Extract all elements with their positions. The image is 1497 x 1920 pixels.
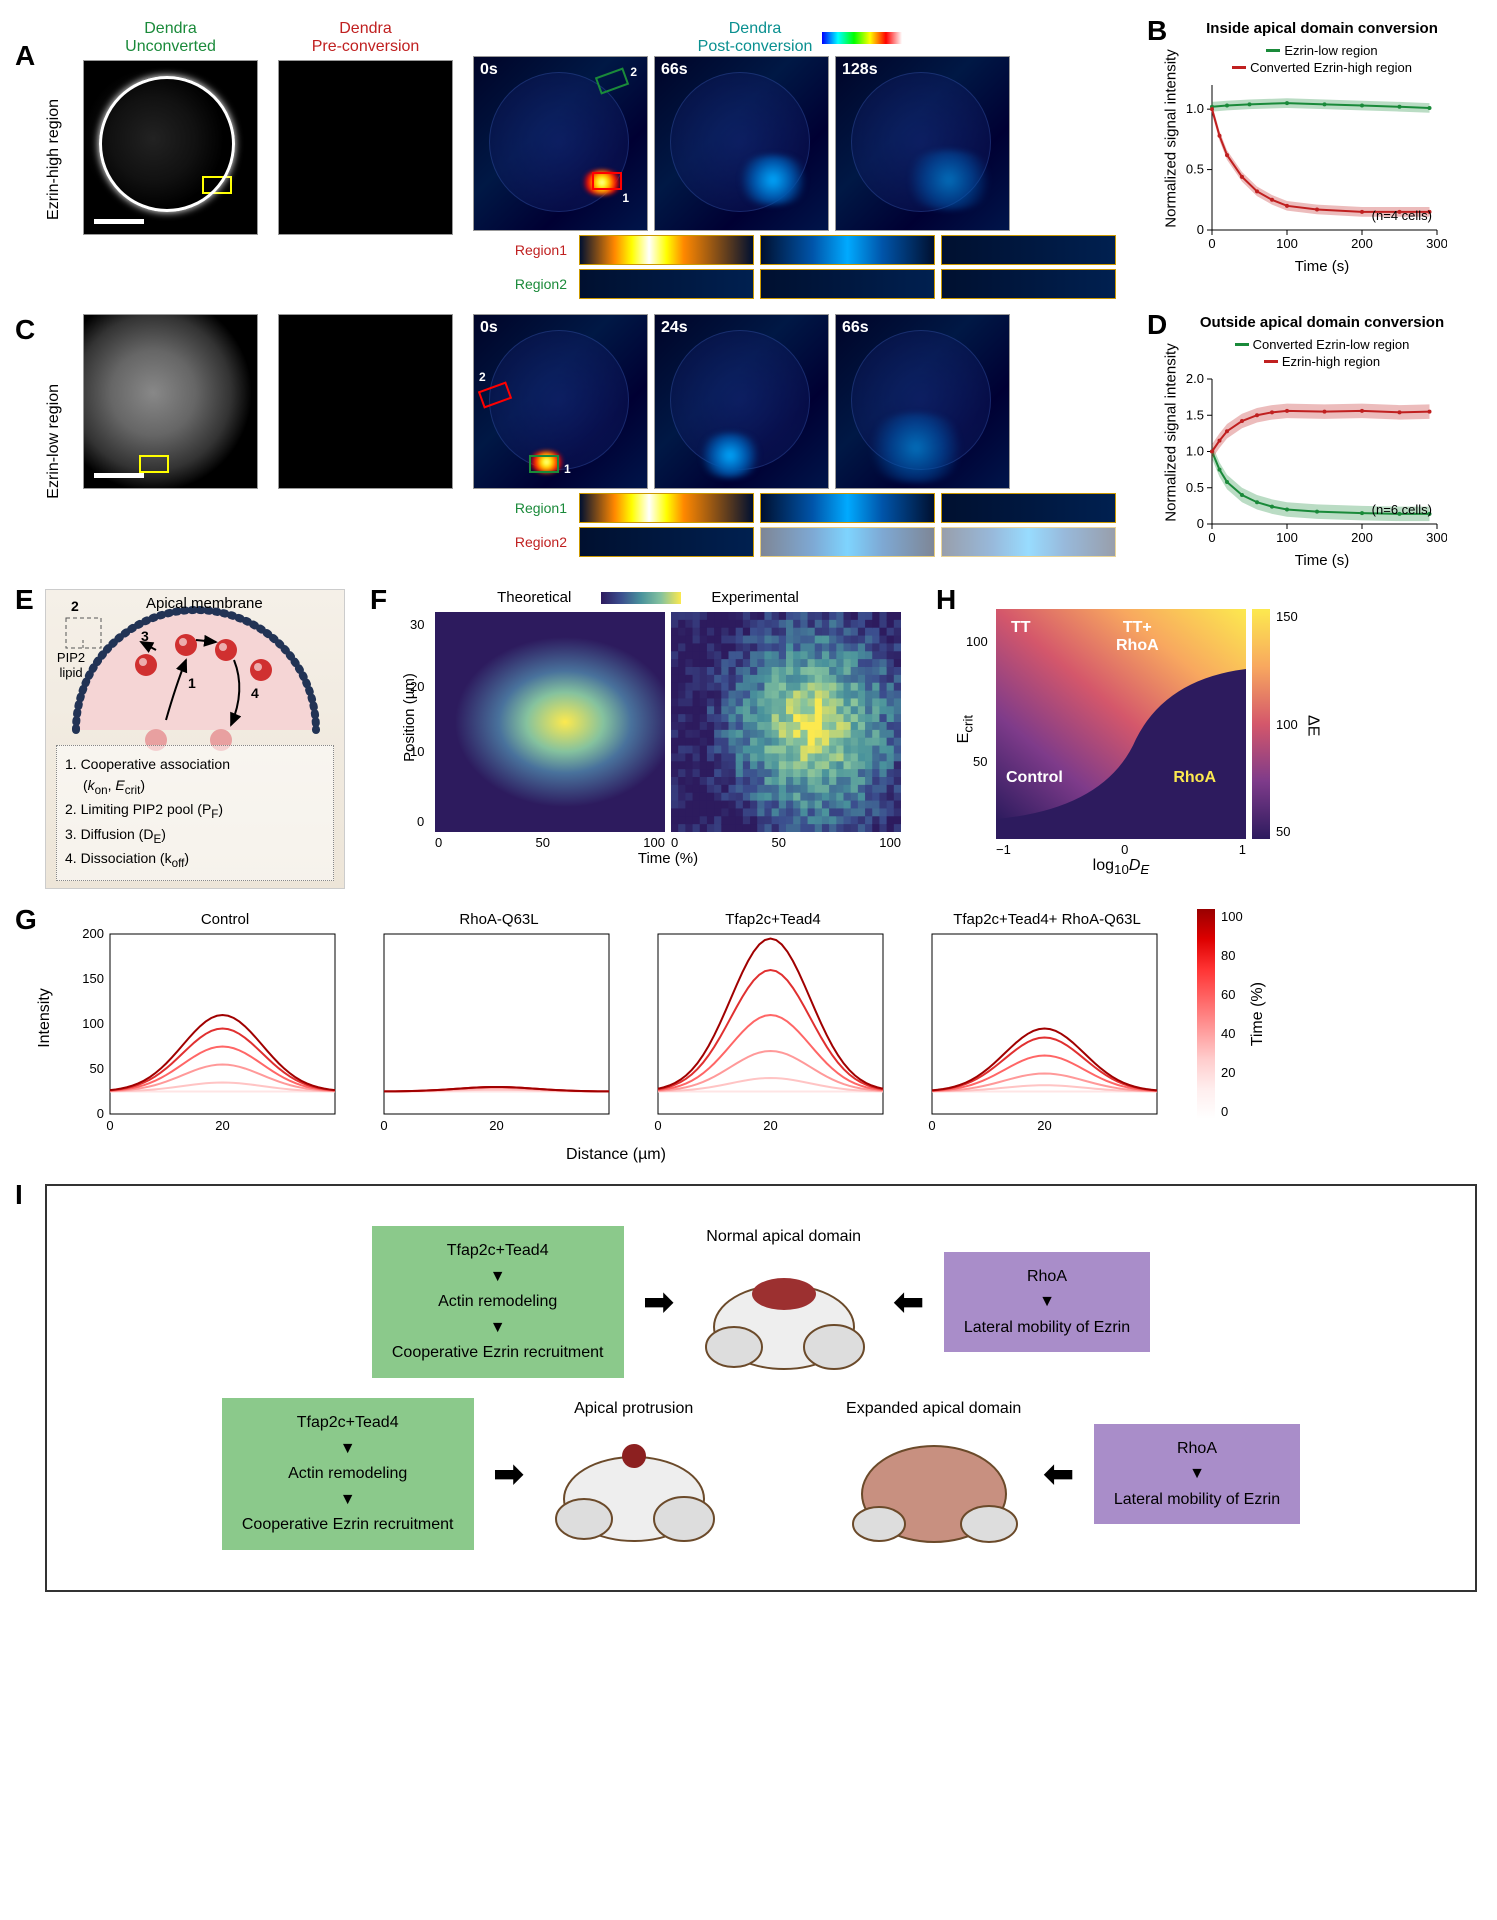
panel-label-I: I — [15, 1179, 23, 1211]
header-preconversion: Dendra Pre-conversion — [278, 20, 453, 56]
B-xlabel: Time (s) — [1167, 258, 1477, 275]
D-ylabel: Normalized signal intensity — [1163, 343, 1180, 521]
D-title: Outside apical domain conversion — [1167, 314, 1477, 331]
svg-text:0: 0 — [1208, 236, 1215, 251]
micro-C-t2: 66s — [835, 314, 1010, 489]
cartoon-protrusion — [544, 1424, 724, 1544]
svg-text:0: 0 — [1197, 222, 1204, 237]
panel-label-E: E — [15, 584, 34, 616]
svg-text:0: 0 — [654, 1118, 661, 1133]
panel-label-H: H — [936, 584, 956, 616]
heatmap-F-theo — [435, 612, 665, 832]
svg-text:0.5: 0.5 — [1186, 480, 1204, 495]
D-xlabel: Time (s) — [1167, 552, 1477, 569]
purple-box-1: RhoA ▼ Lateral mobility of Ezrin — [944, 1252, 1150, 1353]
green-box-2: Tfap2c+Tead4 ▼ Actin remodeling ▼ Cooper… — [222, 1398, 474, 1550]
svg-text:0: 0 — [106, 1118, 113, 1133]
svg-text:2.0: 2.0 — [1186, 371, 1204, 386]
svg-text:(n=4 cells): (n=4 cells) — [1372, 208, 1432, 223]
micro-C-preconv — [278, 314, 453, 489]
panel-label-G: G — [15, 904, 37, 936]
colorbar-jet — [822, 32, 902, 44]
svg-text:1.5: 1.5 — [1186, 407, 1204, 422]
micro-A-unconverted — [83, 60, 258, 235]
panelC-row-label: Ezrin-low region — [45, 384, 63, 499]
svg-text:1.0: 1.0 — [1186, 101, 1204, 116]
svg-text:(n=6 cells): (n=6 cells) — [1372, 502, 1432, 517]
C-region1-label: Region1 — [473, 500, 573, 516]
svg-text:20: 20 — [1037, 1118, 1051, 1133]
svg-text:0: 0 — [380, 1118, 387, 1133]
svg-text:200: 200 — [1351, 530, 1373, 545]
A-region1-label: Region1 — [473, 242, 573, 258]
svg-text:150: 150 — [82, 971, 104, 986]
svg-text:300: 300 — [1426, 530, 1447, 545]
panel-label-F: F — [370, 584, 387, 616]
svg-text:1.0: 1.0 — [1186, 444, 1204, 459]
svg-text:0: 0 — [1197, 516, 1204, 531]
micro-A-t2: 128s — [835, 56, 1010, 231]
svg-text:20: 20 — [215, 1118, 229, 1133]
micro-C-unconverted — [83, 314, 258, 489]
svg-text:100: 100 — [1276, 530, 1298, 545]
chart-D: 0 100 200 300 0 0.5 1.0 1.5 2.0 (n=6 cells) — [1167, 369, 1447, 549]
panel-label-A: A — [15, 40, 35, 72]
svg-text:Tfap2c+Tead4: Tfap2c+Tead4 — [725, 911, 821, 928]
svg-text:0: 0 — [97, 1106, 104, 1121]
C-region2-label: Region2 — [473, 534, 573, 550]
micro-A-preconv — [278, 60, 453, 235]
svg-text:100: 100 — [82, 1016, 104, 1031]
micro-C-t1: 24s — [654, 314, 829, 489]
A-region2-label: Region2 — [473, 276, 573, 292]
panel-label-B: B — [1147, 15, 1167, 47]
B-title: Inside apical domain conversion — [1167, 20, 1477, 37]
svg-text:0: 0 — [928, 1118, 935, 1133]
svg-text:20: 20 — [763, 1118, 777, 1133]
svg-text:Tfap2c+Tead4+ RhoA-Q63L: Tfap2c+Tead4+ RhoA-Q63L — [953, 911, 1141, 928]
svg-text:100: 100 — [1276, 236, 1298, 251]
panel-label-D: D — [1147, 309, 1167, 341]
chart-B: 0 100 200 300 0 0.5 1.0 (n=4 cells) — [1167, 75, 1447, 255]
micro-A-t1: 66s — [654, 56, 829, 231]
svg-text:200: 200 — [1351, 236, 1373, 251]
svg-text:0.5: 0.5 — [1186, 162, 1204, 177]
svg-text:50: 50 — [90, 1061, 104, 1076]
schematic-I: Tfap2c+Tead4 ▼ Actin remodeling ▼ Cooper… — [45, 1184, 1477, 1592]
cartoon-expanded — [844, 1424, 1024, 1544]
cartoon-normal — [694, 1252, 874, 1372]
micro-A-t0: 0s 1 2 — [473, 56, 648, 231]
svg-text:300: 300 — [1426, 236, 1447, 251]
micro-C-t0: 0s 1 2 — [473, 314, 648, 489]
svg-text:Control: Control — [201, 911, 249, 928]
B-ylabel: Normalized signal intensity — [1163, 49, 1180, 227]
panelA-row-label: Ezrin-high region — [45, 99, 63, 220]
header-unconverted: Dendra Unconverted — [83, 20, 258, 56]
purple-box-2: RhoA ▼ Lateral mobility of Ezrin — [1094, 1424, 1300, 1525]
diagram-E: 2 Apical membrane PIP2 lipid 3 1 4 1. Co… — [45, 589, 345, 889]
svg-text:RhoA-Q63L: RhoA-Q63L — [459, 911, 538, 928]
svg-text:200: 200 — [82, 926, 104, 941]
panel-label-C: C — [15, 314, 35, 346]
svg-text:20: 20 — [489, 1118, 503, 1133]
svg-text:0: 0 — [1208, 530, 1215, 545]
header-postconversion: Dendra Post-conversion — [698, 20, 813, 56]
heatmap-F-exp — [671, 612, 901, 832]
green-box-1: Tfap2c+Tead4 ▼ Actin remodeling ▼ Cooper… — [372, 1226, 624, 1378]
